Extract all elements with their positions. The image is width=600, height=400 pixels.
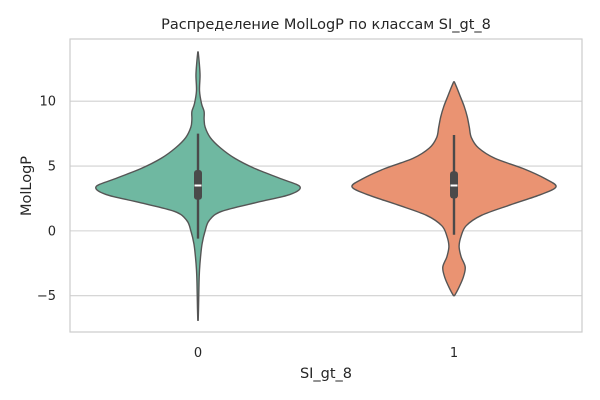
y-axis-title: MolLogP: [19, 156, 35, 216]
plot-frame: [69, 38, 583, 333]
y-tick-label: −5: [37, 289, 56, 304]
y-axis-ticks: −5 0 5 10: [37, 95, 56, 304]
chart-title: Распределение MolLogP по классам SI_gt_8: [161, 17, 491, 33]
violins: [95, 51, 557, 322]
y-tick-label: 0: [48, 224, 56, 239]
x-axis-title: SI_gt_8: [300, 366, 352, 382]
x-tick-label: 1: [450, 346, 458, 361]
y-tick-label: 10: [39, 95, 56, 110]
y-tick-label: 5: [48, 160, 56, 175]
x-tick-label: 0: [194, 346, 202, 361]
